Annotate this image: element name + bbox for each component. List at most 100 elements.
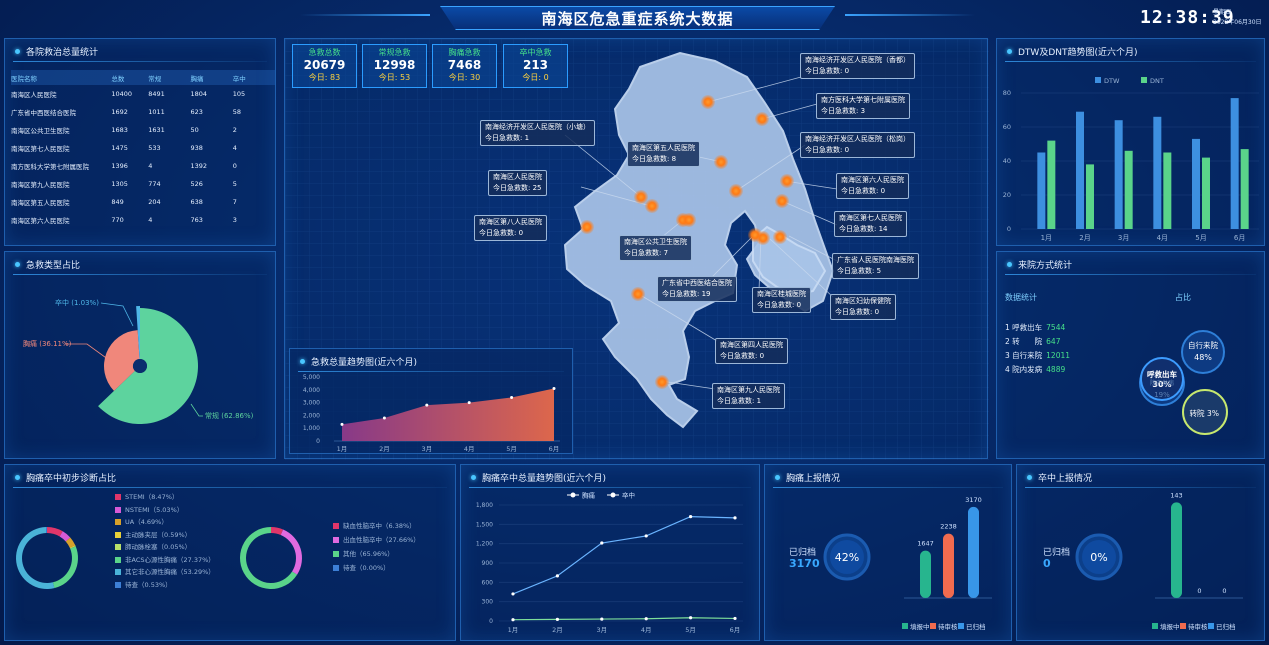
table-cell: 南海区人民医院 <box>11 91 57 99</box>
hospital-marker[interactable] <box>775 194 789 208</box>
map-label[interactable]: 广东省人民医院南海医院 今日急救数: 5 <box>832 253 919 279</box>
kpi-today: 今日: 53 <box>378 73 411 82</box>
table-cell: 南海区公共卫生医院 <box>11 127 70 135</box>
hospital-marker[interactable] <box>780 174 794 188</box>
hospital-marker[interactable] <box>701 95 715 109</box>
report-bar <box>1171 502 1182 598</box>
map-label-count: 今日急救数: 0 <box>479 229 524 237</box>
map-label[interactable]: 南海区妇幼保健院 今日急救数: 0 <box>830 294 896 320</box>
line-胸痛 <box>512 515 736 595</box>
x-tick: 5月 <box>685 626 696 634</box>
map-label[interactable]: 南海经济开发区人民医院（香都） 今日急救数: 0 <box>800 53 915 79</box>
map-label[interactable]: 南海区桂城医院 今日急救数: 0 <box>752 287 811 313</box>
map-label[interactable]: 南海区公共卫生医院 今日急救数: 7 <box>619 235 692 261</box>
x-tick: 2月 <box>552 626 563 634</box>
stroke-report-panel: 卒中上报情况 已归档 0 0% 143 0 0 填报中 待审核 已归档 <box>1016 464 1265 641</box>
map-label[interactable]: 南海经济开发区人民医院（松岗） 今日急救数: 0 <box>800 132 915 158</box>
table-cell: 10400 <box>111 90 132 98</box>
legend-label: 待查（0.53%） <box>125 580 172 589</box>
arrival-item: 2 转 院 647 <box>1005 336 1060 347</box>
table-cell: 南海区第五人民医院 <box>11 199 70 207</box>
table-cell: 770 <box>111 216 124 224</box>
y-tick: 1,500 <box>476 521 493 528</box>
chest-legend-item: 其它非心源性胸痛（53.29%） <box>115 566 215 576</box>
y-tick: 0 <box>316 438 320 445</box>
legend-label: 待审核 <box>938 622 958 631</box>
map-label[interactable]: 南海区第九人民医院 今日急救数: 1 <box>712 383 785 409</box>
stroke-donut-segment <box>280 529 302 575</box>
line-卒中 <box>512 617 736 621</box>
hospital-marker[interactable] <box>655 375 669 389</box>
arrival-value: 4889 <box>1046 365 1066 374</box>
x-tick: 3月 <box>596 626 607 634</box>
report-bar <box>968 506 979 598</box>
map-label-count: 今日急救数: 3 <box>821 107 866 115</box>
stroke-donut-segment <box>271 527 284 535</box>
legend-label: 已归档 <box>966 622 986 631</box>
map-label-count: 今日急救数: 14 <box>839 225 888 233</box>
hospital-marker[interactable] <box>714 155 728 169</box>
x-tick: 6月 <box>730 626 741 634</box>
map-label[interactable]: 南海区第七人民医院 今日急救数: 14 <box>834 211 907 237</box>
map-label-name: 南海区妇幼保健院 <box>835 297 891 305</box>
bar-value: 3170 <box>965 496 982 504</box>
point-卒中 <box>644 617 648 621</box>
legend-DNT: DNT <box>1150 77 1164 85</box>
bar-DTW <box>1192 138 1200 229</box>
chest-donut-segment <box>59 531 71 542</box>
hospital-marker[interactable] <box>729 184 743 198</box>
map-label[interactable]: 南海区第六人民医院 今日急救数: 0 <box>836 173 909 199</box>
panel-title: 急救总量趋势图(近六个月) <box>300 355 417 368</box>
arrival-bubbles: 自行来院 48% 呼救出车 30% 院内发病 19% 转院 3% <box>1139 330 1228 435</box>
hospital-marker[interactable] <box>634 190 648 204</box>
map-label[interactable]: 南海区人民医院 今日急救数: 25 <box>488 170 547 196</box>
area-point <box>510 395 514 399</box>
arrival-item: 3 自行来院 12011 <box>1005 350 1070 361</box>
map-label[interactable]: 南海区第八人民医院 今日急救数: 0 <box>474 215 547 241</box>
table-row: 南海区人民医院 10400 8491 1804 105 <box>11 85 275 103</box>
map-label[interactable]: 南海经济开发区人民医院（小塘） 今日急救数: 1 <box>480 120 595 146</box>
map-label-name: 南海区桂城医院 <box>757 290 806 298</box>
chest-donut-segment <box>70 546 76 549</box>
table-cell: 5 <box>232 180 237 188</box>
map-label[interactable]: 南海区第四人民医院 今日急救数: 0 <box>715 338 788 364</box>
legend-label: 非ACS心源性胸痛（27.37%） <box>125 555 215 564</box>
hospital-marker[interactable] <box>773 230 787 244</box>
map-label[interactable]: 南海区第五人民医院 今日急救数: 8 <box>627 141 700 167</box>
map-label[interactable]: 南方医科大学第七附属医院 今日急救数: 3 <box>816 93 910 119</box>
map-label[interactable]: 广东省中西医结合医院 今日急救数: 19 <box>657 276 737 302</box>
map-label-count: 今日急救数: 8 <box>632 155 677 163</box>
stroke-legend-item: 缺血性脑卒中（6.38%） <box>333 520 416 530</box>
hospital-marker[interactable] <box>755 112 769 126</box>
legend-label: 其它非心源性胸痛（53.29%） <box>125 568 215 576</box>
legend-label: 待审核 <box>1188 622 1208 631</box>
kpi-label: 胸痛急救 <box>448 48 481 57</box>
panel-title: 来院方式统计 <box>1007 258 1072 271</box>
arrival-value: 7544 <box>1046 323 1066 332</box>
bubble-inhospital-label: 院内发病 <box>1150 379 1174 387</box>
hospital-marker[interactable] <box>631 287 645 301</box>
hospital-marker[interactable] <box>645 199 659 213</box>
pie-label-chest: 胸痛 (36.11%) <box>23 339 72 348</box>
area-point <box>340 422 344 426</box>
hospital-marker[interactable] <box>682 213 696 227</box>
bubble-self-pct: 48% <box>1194 353 1212 362</box>
table-row: 南方医科大学第七附属医院 1396 4 1392 0 <box>11 157 275 175</box>
chest-legend-item: 肺动脉栓塞（0.05%） <box>115 541 191 551</box>
table-cell: 774 <box>148 180 161 188</box>
point-卒中 <box>600 617 604 621</box>
y-tick: 1,800 <box>476 502 493 509</box>
y-tick: 60 <box>1003 123 1011 131</box>
hospital-marker[interactable] <box>580 220 594 234</box>
bar-DTW <box>1230 98 1239 229</box>
y-tick: 1,000 <box>303 425 320 432</box>
map-label-name: 南方医科大学第七附属医院 <box>821 96 905 104</box>
stroke-archived-label: 已归档 <box>1043 548 1071 558</box>
map-label-count: 今日急救数: 0 <box>805 146 850 154</box>
legend-胸痛: 胸痛 <box>582 491 596 500</box>
hospital-marker[interactable] <box>756 231 770 245</box>
pie-slice-胸痛 <box>104 330 140 391</box>
table-cell: 4 <box>148 162 153 170</box>
y-tick: 900 <box>482 560 494 567</box>
bubble-inhospital-pct: 19% <box>1154 391 1170 399</box>
